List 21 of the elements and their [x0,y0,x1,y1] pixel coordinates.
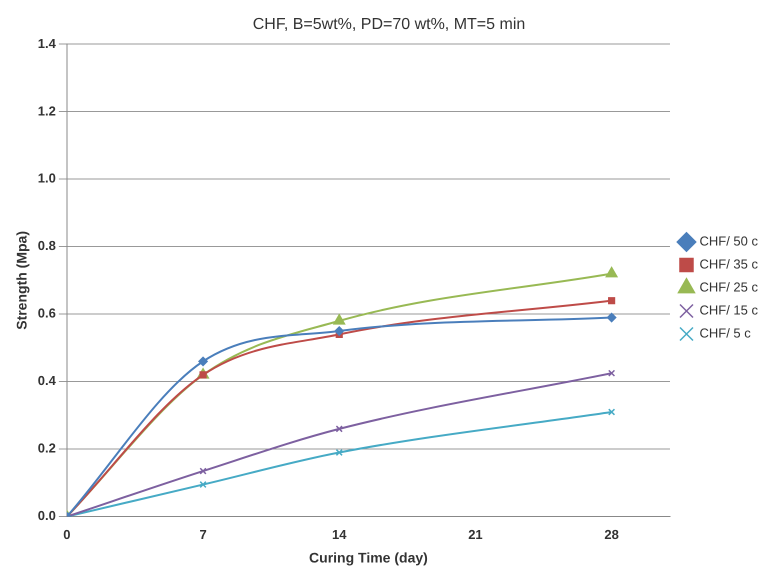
y-tick-label: 0.4 [38,373,57,388]
y-tick-label: 0.2 [38,440,56,456]
x-axis-title: Curing Time (day) [309,549,428,566]
x-tick-label: 28 [604,526,619,542]
legend-label: CHF/ 25 c [699,280,758,295]
x-tick-label: 21 [468,526,483,542]
legend-label: CHF/ 15 c [699,302,758,318]
x-tick-label: 14 [332,526,348,542]
y-tick-label: 0.8 [38,238,56,254]
y-tick-label: 0.0 [38,508,56,524]
y-tick-label: 0.6 [38,306,56,321]
y-tick-label: 1.0 [38,170,56,186]
legend-label: CHF/ 50 c [699,234,758,249]
legend-label: CHF/ 35 c [699,256,758,272]
chart-title: CHF, B=5wt%, PD=70 wt%, MT=5 min [252,16,526,34]
y-tick-label: 1.4 [38,36,57,51]
x-tick-label: 0 [63,526,70,542]
y-axis-title: Strength (Mpa) [13,231,30,330]
x-tick-label: 7 [199,526,207,542]
y-tick-label: 1.2 [38,103,56,118]
legend-label: CHF/ 5 c [699,326,752,341]
